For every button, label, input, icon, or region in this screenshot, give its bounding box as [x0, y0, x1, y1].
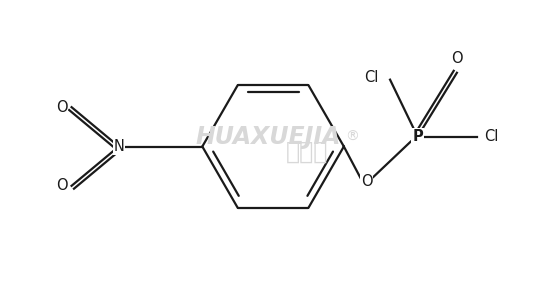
Text: P: P [412, 129, 423, 144]
Text: O: O [56, 100, 68, 115]
Text: O: O [56, 178, 68, 193]
Text: O: O [361, 174, 373, 189]
Text: Cl: Cl [364, 70, 378, 85]
Text: HUAXUEJIA: HUAXUEJIA [196, 125, 341, 149]
Text: ®: ® [345, 130, 359, 144]
Text: Cl: Cl [484, 129, 499, 144]
Text: 化学加: 化学加 [286, 139, 329, 163]
Text: O: O [451, 51, 463, 66]
Text: N: N [113, 139, 124, 154]
